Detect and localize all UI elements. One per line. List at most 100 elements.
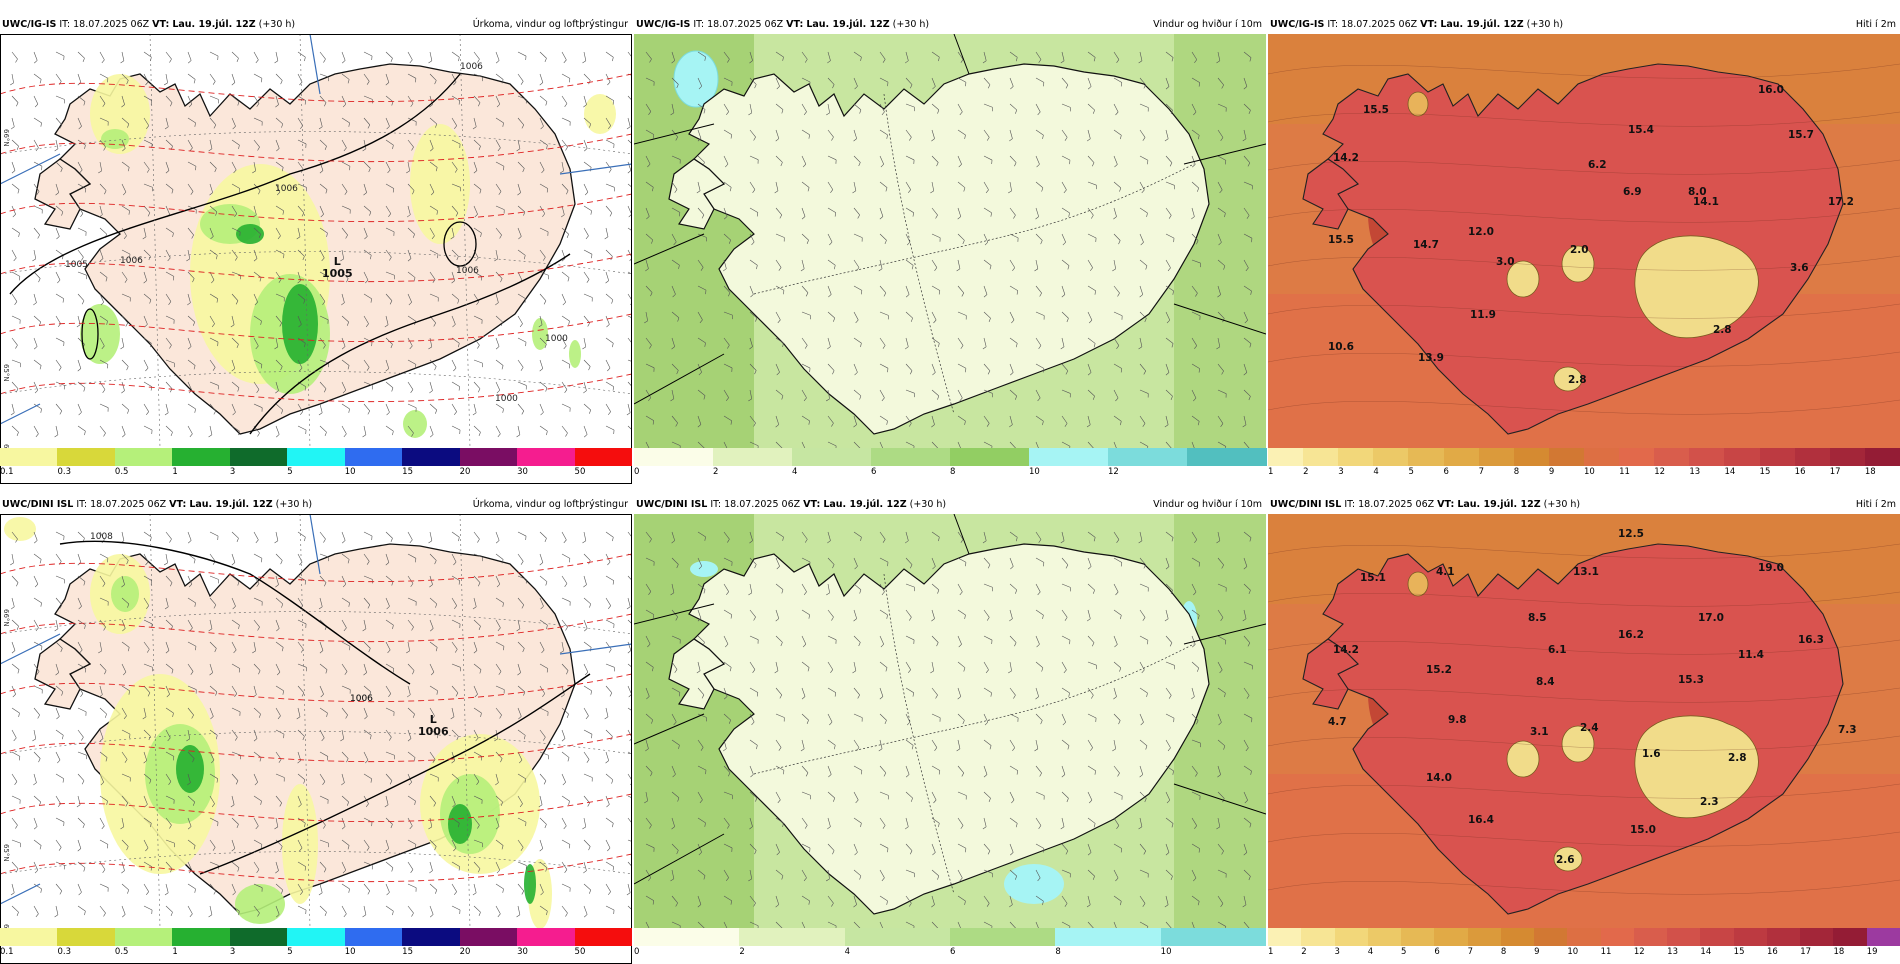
panel-run-info: UWC/IG-IS IT: 18.07.2025 06Z VT: Lau. 19… <box>1270 16 1563 34</box>
model-name: UWC/DINI ISL <box>2 499 73 510</box>
lead-time: (+30 h) <box>276 499 313 510</box>
vt-label: VT: <box>1420 19 1437 30</box>
colorbar-swatch <box>1760 448 1796 466</box>
colorbar-swatch <box>460 928 518 946</box>
temperature-value-label: 17.2 <box>1828 196 1854 208</box>
panel-run-info: UWC/DINI ISL IT: 18.07.2025 06Z VT: Lau.… <box>636 496 946 514</box>
colorbar-swatch <box>115 928 173 946</box>
colorbar-tick-label: 0 <box>634 467 639 477</box>
colorbar-swatch <box>287 928 345 946</box>
temperature-value-label: 14.7 <box>1413 239 1439 251</box>
temperature-value-label: 15.1 <box>1360 572 1386 584</box>
pressure-contour-label: 1006 <box>120 256 143 266</box>
colorbar-tick-label: 14 <box>1700 947 1711 957</box>
colorbar-tick-label: 3 <box>1338 467 1343 477</box>
colorbar-swatch <box>517 928 575 946</box>
colorbar-tick-label: 15 <box>1760 467 1771 477</box>
valid-time: Lau. 19.júl. 12Z <box>1440 19 1523 30</box>
wind-map <box>634 514 1266 928</box>
colorbar-tick-label: 6 <box>871 467 876 477</box>
temperature-value-label: 15.5 <box>1363 104 1389 116</box>
colorbar-swatch <box>230 448 288 466</box>
valid-time: Lau. 19.júl. 12Z <box>823 499 906 510</box>
colorbar-swatch <box>950 928 1056 946</box>
panel-title: Úrkoma, vindur og loftþrýstingur <box>473 16 628 34</box>
colorbar-tick-label: 5 <box>1401 947 1406 957</box>
colorbar-swatch <box>1161 928 1267 946</box>
temperature-value-label: 7.3 <box>1838 724 1857 736</box>
colorbar-tick-label: 16 <box>1795 467 1806 477</box>
colorbar-tick-label: 0.5 <box>115 467 129 477</box>
colorbar-swatch <box>1029 448 1109 466</box>
colorbar-swatch <box>1268 448 1304 466</box>
precip-map <box>0 34 632 448</box>
panel-header: UWC/DINI ISL IT: 18.07.2025 06Z VT: Lau.… <box>0 496 632 514</box>
colorbar-swatch <box>1368 928 1402 946</box>
valid-time: Lau. 19.júl. 12Z <box>172 19 255 30</box>
temperature-value-label: 4.1 <box>1436 566 1455 578</box>
colorbar-tick-label: 0.1 <box>0 947 14 957</box>
temperature-value-label: 10.6 <box>1328 341 1354 353</box>
colorbar-tick-label: 6 <box>1434 947 1439 957</box>
colorbar-swatch <box>1654 448 1690 466</box>
colorbar-tick-label: 18 <box>1833 947 1844 957</box>
it-label: IT: <box>76 499 87 510</box>
colorbar-tick-label: 0 <box>634 947 639 957</box>
pressure-contour-label: 1005 <box>65 260 88 270</box>
colorbar <box>0 928 632 946</box>
colorbar-tick-label: 50 <box>575 947 586 957</box>
temperature-value-label: 11.4 <box>1738 649 1764 661</box>
valid-time: Lau. 19.júl. 12Z <box>1457 499 1540 510</box>
latitude-label: 65°N <box>2 844 10 862</box>
latitude-label: 66°N <box>2 609 10 627</box>
lead-time: (+30 h) <box>910 499 947 510</box>
colorbar-swatch <box>1634 928 1668 946</box>
init-time: 18.07.2025 06Z <box>1358 499 1434 510</box>
temperature-value-label: 2.8 <box>1713 324 1732 336</box>
pressure-contour-label: 1006 <box>456 266 479 276</box>
colorbar-swatch <box>1401 928 1435 946</box>
colorbar-tick-label: 1 <box>1268 947 1273 957</box>
colorbar-swatch <box>115 448 173 466</box>
model-name: UWC/IG-IS <box>2 19 56 30</box>
colorbar-swatch <box>1373 448 1409 466</box>
panel-run-info: UWC/DINI ISL IT: 18.07.2025 06Z VT: Lau.… <box>2 496 312 514</box>
colorbar-swatch <box>1335 928 1369 946</box>
colorbar-tick-label: 15 <box>402 947 413 957</box>
colorbar-swatch <box>57 928 115 946</box>
temperature-value-label: 9.8 <box>1448 714 1467 726</box>
colorbar-swatch <box>1567 928 1601 946</box>
colorbar-swatch <box>1800 928 1834 946</box>
colorbar-swatch <box>1301 928 1335 946</box>
colorbar-tick-label: 2 <box>713 467 718 477</box>
wind-map <box>634 34 1266 448</box>
valid-time: Lau. 19.júl. 12Z <box>806 19 889 30</box>
lead-time: (+30 h) <box>259 19 296 30</box>
panel-title: Hiti í 2m <box>1856 16 1896 34</box>
temperature-value-label: 3.0 <box>1496 256 1515 268</box>
lead-time: (+30 h) <box>1527 19 1564 30</box>
panel-title: Hiti í 2m <box>1856 496 1896 514</box>
temperature-value-label: 6.2 <box>1588 159 1607 171</box>
colorbar-swatch <box>950 448 1030 466</box>
colorbar <box>1268 448 1900 466</box>
colorbar-swatch <box>1830 448 1866 466</box>
temperature-value-label: 6.9 <box>1623 186 1642 198</box>
colorbar-tick-label: 4 <box>1373 467 1378 477</box>
panel-header: UWC/IG-IS IT: 18.07.2025 06Z VT: Lau. 19… <box>1268 16 1900 34</box>
colorbar-tick-label: 13 <box>1689 467 1700 477</box>
temperature-value-label: 4.7 <box>1328 716 1347 728</box>
colorbar-swatch <box>1408 448 1444 466</box>
panel-header: UWC/DINI ISL IT: 18.07.2025 06Z VT: Lau.… <box>1268 496 1900 514</box>
temperature-value-label: 13.1 <box>1573 566 1599 578</box>
colorbar-swatch <box>1055 928 1161 946</box>
colorbar-swatch <box>1444 448 1480 466</box>
colorbar-tick-label: 5 <box>287 947 292 957</box>
colorbar-swatch <box>1619 448 1655 466</box>
colorbar-swatch <box>871 448 951 466</box>
temperature-value-label: 2.3 <box>1700 796 1719 808</box>
temperature-value-label: 14.2 <box>1333 152 1359 164</box>
colorbar-tick-label: 10 <box>345 467 356 477</box>
init-time: 18.07.2025 06Z <box>90 499 166 510</box>
